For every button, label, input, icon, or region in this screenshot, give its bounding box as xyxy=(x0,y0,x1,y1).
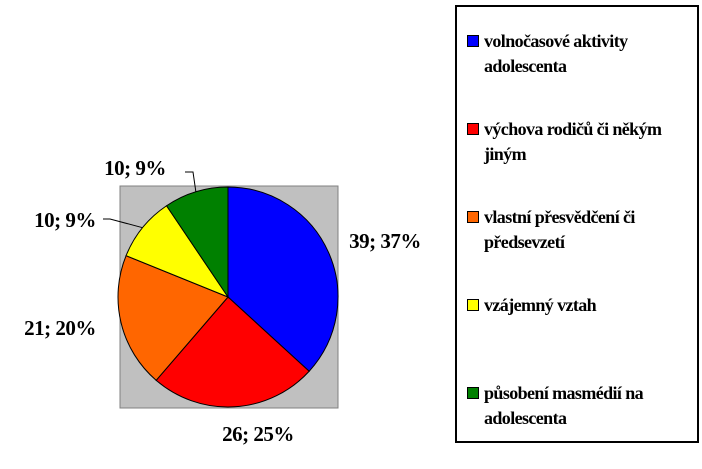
legend-swatch xyxy=(467,123,479,135)
pie-slice xyxy=(117,255,229,382)
legend-entry: vzájemný vztah xyxy=(467,293,693,381)
pie-slice xyxy=(227,186,339,372)
data-label: 21; 20% xyxy=(24,316,96,340)
legend-swatch xyxy=(467,211,479,223)
legend-entry: působení masmédií na adolescenta xyxy=(467,381,693,469)
legend-label: výchova rodičů či někým jiným xyxy=(484,119,662,164)
data-label: 10; 9% xyxy=(104,156,166,180)
data-label: 39; 37% xyxy=(349,229,421,253)
legend-label: působení masmédií na adolescenta xyxy=(484,383,644,428)
data-label: 10; 9% xyxy=(34,208,96,232)
data-label: 26; 25% xyxy=(222,422,294,446)
chart: 39; 37% 26; 25% 21; 20% 10; 9% 10; 9% volnoč… xyxy=(24,5,699,446)
leader-line xyxy=(103,218,143,229)
legend-label: volnočasové aktivity adolescenta xyxy=(484,31,628,76)
legend-entry: vlastní přesvědčení či předsevzetí xyxy=(467,205,693,293)
legend-swatch xyxy=(467,387,479,399)
legend-entry: volnočasové aktivity adolescenta xyxy=(467,29,693,117)
legend-label: vlastní přesvědčení či předsevzetí xyxy=(484,207,635,252)
legend-entry: výchova rodičů či někým jiným xyxy=(467,117,693,205)
pie-area: 39; 37% 26; 25% 21; 20% 10; 9% 10; 9% xyxy=(24,156,421,446)
leader-line xyxy=(185,171,197,192)
legend-label: vzájemný vztah xyxy=(484,295,597,315)
legend: volnočasové aktivity adolescenta výchova … xyxy=(455,5,699,443)
pie-slice xyxy=(155,296,310,408)
legend-swatch xyxy=(467,299,479,311)
legend-swatch xyxy=(467,35,479,47)
